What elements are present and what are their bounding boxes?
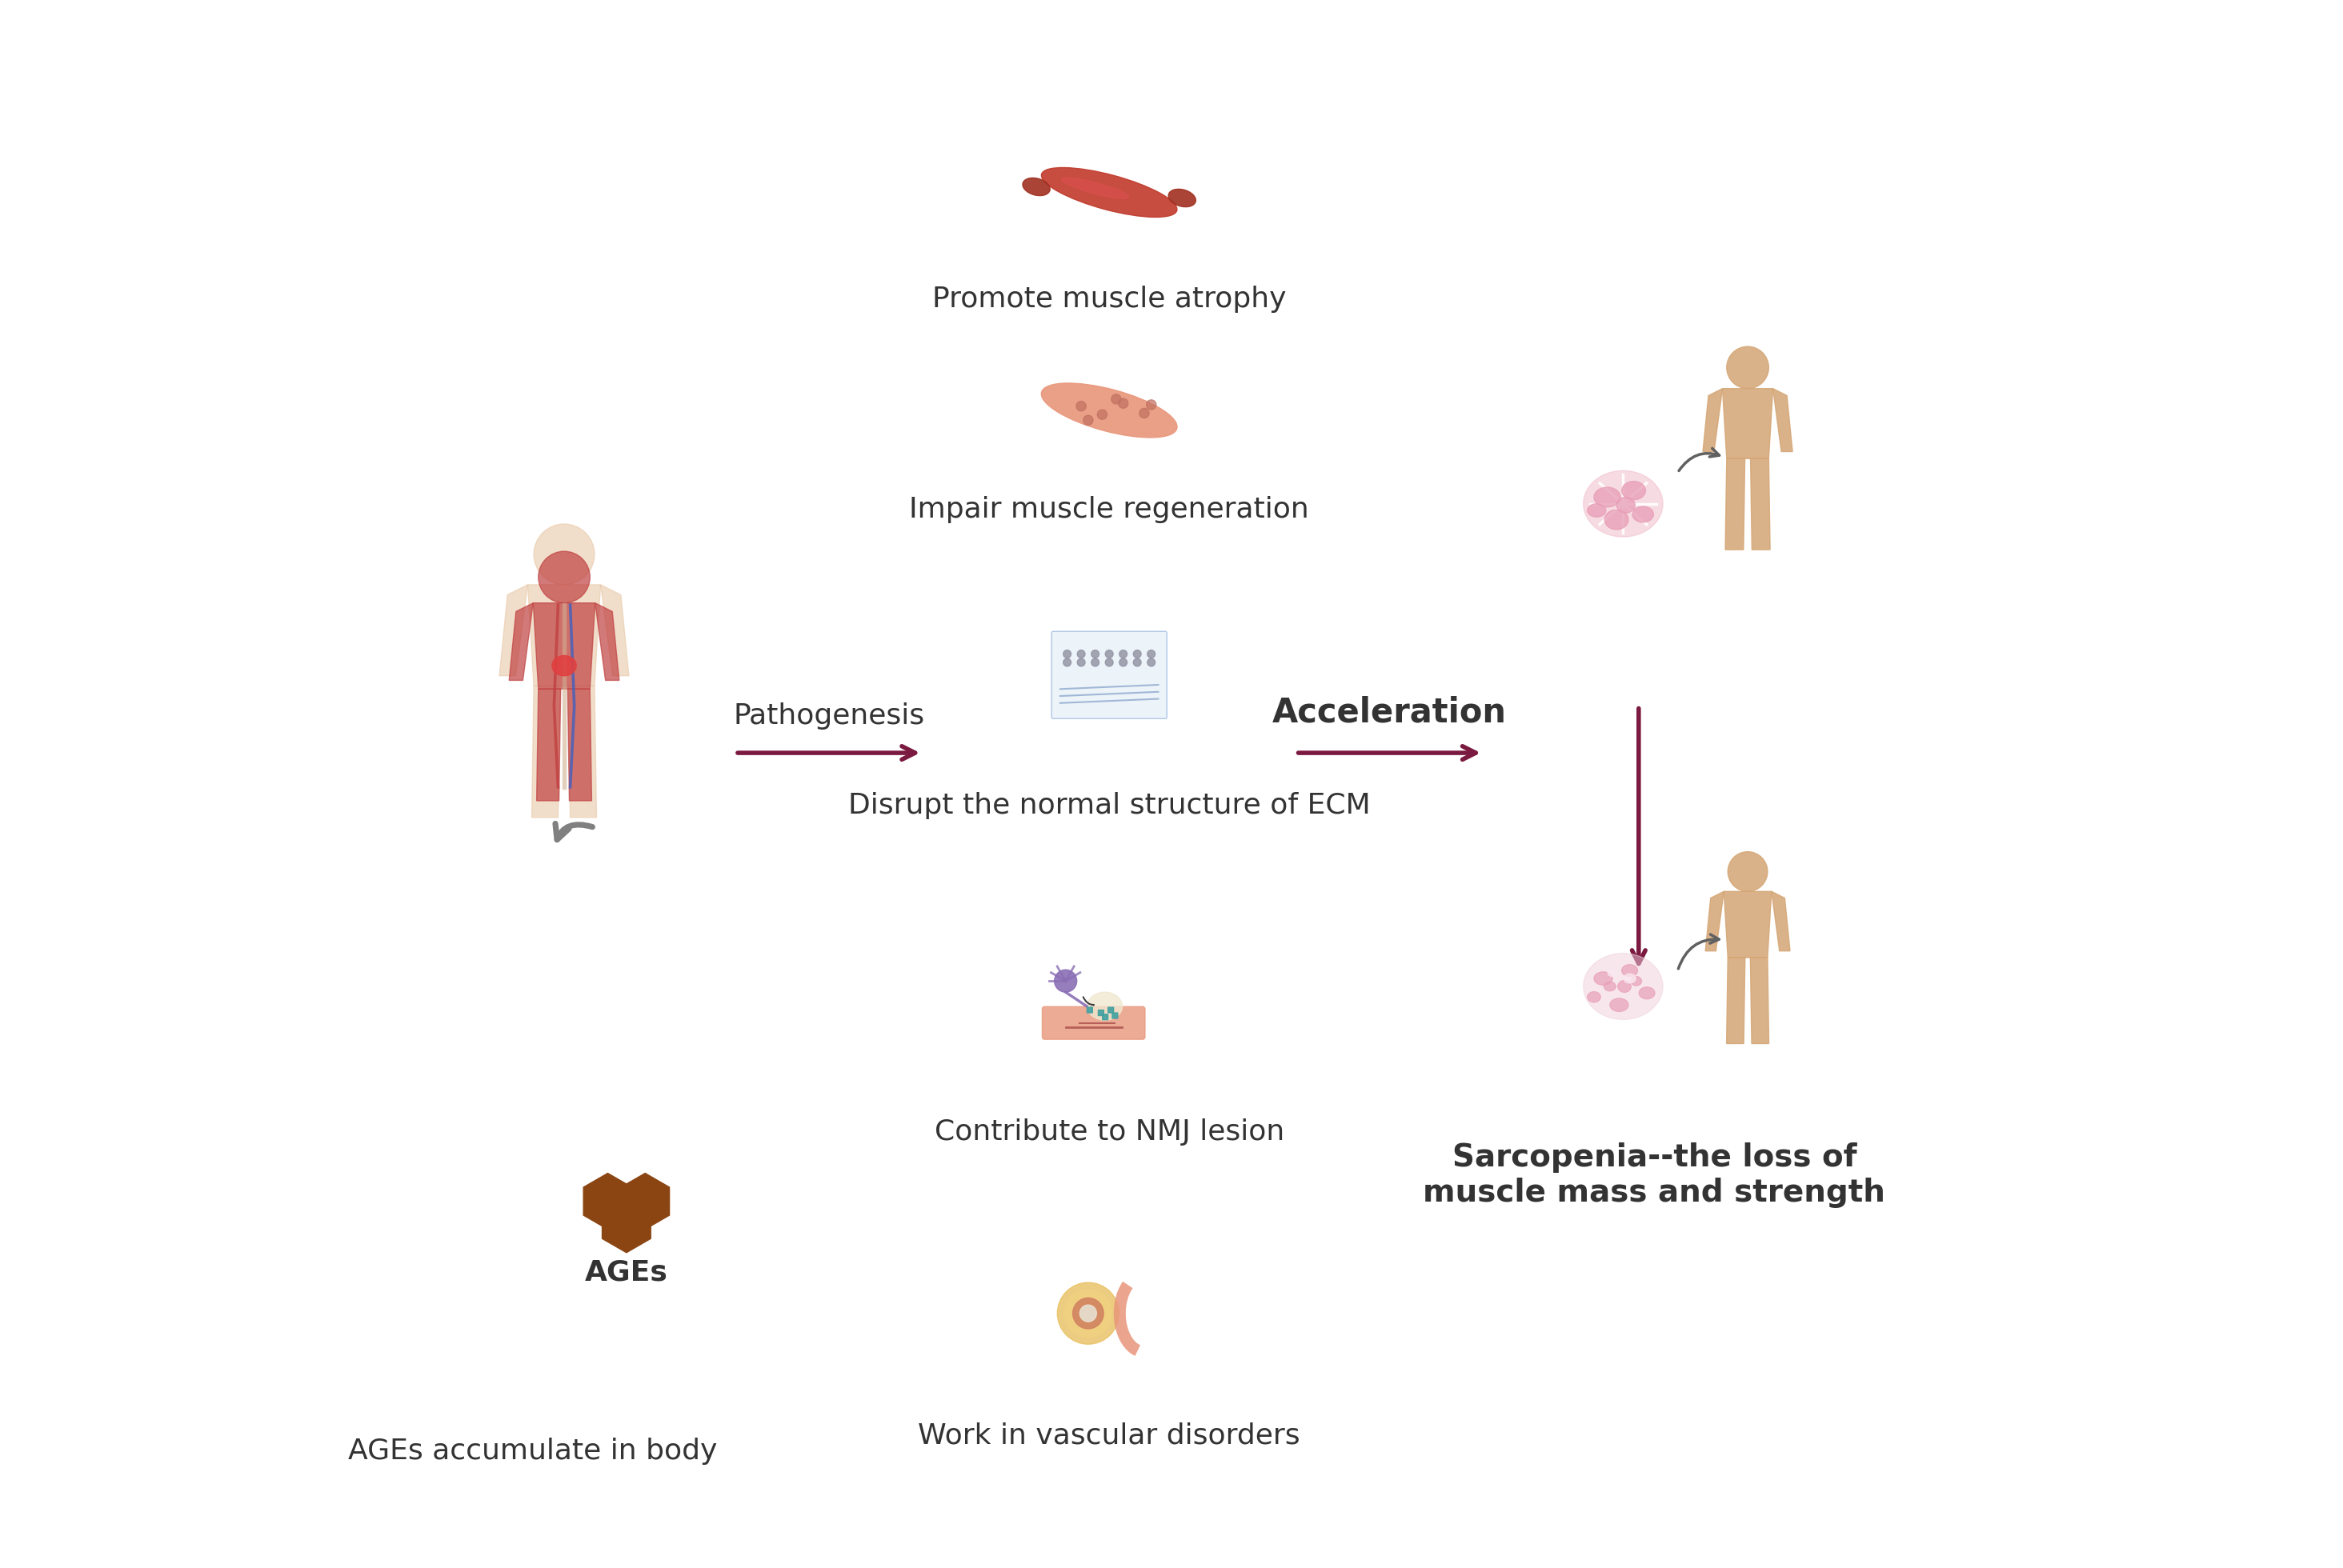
Polygon shape [569, 685, 597, 817]
Polygon shape [1706, 892, 1724, 950]
Text: Promote muscle atrophy: Promote muscle atrophy [933, 285, 1286, 314]
Text: Impair muscle regeneration: Impair muscle regeneration [909, 495, 1310, 524]
Polygon shape [621, 1173, 670, 1229]
Ellipse shape [553, 655, 576, 676]
Ellipse shape [1617, 497, 1635, 513]
Ellipse shape [1617, 980, 1631, 993]
FancyArrowPatch shape [1082, 997, 1094, 1005]
Ellipse shape [1584, 470, 1664, 536]
Circle shape [1078, 659, 1085, 666]
Polygon shape [595, 604, 619, 681]
Polygon shape [534, 604, 595, 688]
Polygon shape [537, 688, 560, 801]
Circle shape [1064, 659, 1071, 666]
FancyBboxPatch shape [1104, 1014, 1108, 1019]
Circle shape [1106, 659, 1113, 666]
Circle shape [1064, 1289, 1113, 1338]
Circle shape [1064, 651, 1071, 659]
Circle shape [1111, 394, 1120, 405]
FancyArrowPatch shape [555, 823, 593, 840]
Polygon shape [1750, 458, 1769, 550]
Ellipse shape [1610, 999, 1628, 1011]
Ellipse shape [1584, 953, 1664, 1019]
FancyBboxPatch shape [1099, 1010, 1104, 1016]
Text: Contribute to NMJ lesion: Contribute to NMJ lesion [935, 1118, 1284, 1146]
FancyBboxPatch shape [1108, 1007, 1113, 1013]
Ellipse shape [1593, 488, 1621, 506]
Ellipse shape [1087, 993, 1122, 1021]
Polygon shape [508, 604, 534, 681]
Circle shape [534, 524, 595, 585]
Polygon shape [602, 1196, 651, 1253]
FancyArrowPatch shape [1680, 448, 1720, 470]
Circle shape [1134, 651, 1141, 659]
Ellipse shape [1040, 168, 1176, 218]
Text: AGEs: AGEs [586, 1259, 668, 1286]
FancyBboxPatch shape [1052, 632, 1167, 718]
Circle shape [1106, 651, 1113, 659]
Circle shape [1097, 409, 1108, 420]
Ellipse shape [1169, 190, 1195, 207]
Ellipse shape [1633, 506, 1654, 522]
Polygon shape [1771, 892, 1790, 950]
Circle shape [1139, 408, 1148, 419]
Ellipse shape [1621, 481, 1645, 500]
Ellipse shape [1607, 971, 1617, 977]
Circle shape [1082, 416, 1094, 425]
Circle shape [1092, 659, 1099, 666]
Circle shape [1057, 1283, 1120, 1344]
Polygon shape [567, 688, 593, 801]
Polygon shape [1724, 458, 1746, 550]
Ellipse shape [1640, 988, 1654, 999]
Text: Disrupt the normal structure of ECM: Disrupt the normal structure of ECM [848, 792, 1371, 818]
Text: AGEs accumulate in body: AGEs accumulate in body [349, 1438, 717, 1465]
Circle shape [1078, 651, 1085, 659]
Polygon shape [527, 585, 600, 685]
Polygon shape [1724, 892, 1771, 958]
Polygon shape [583, 1173, 633, 1229]
Text: Acceleration: Acceleration [1272, 696, 1507, 729]
Text: Work in vascular disorders: Work in vascular disorders [918, 1422, 1300, 1449]
Circle shape [1118, 398, 1127, 408]
Ellipse shape [1605, 982, 1617, 991]
Text: Sarcopenia--the loss of
muscle mass and strength: Sarcopenia--the loss of muscle mass and … [1422, 1142, 1886, 1207]
FancyBboxPatch shape [1043, 1007, 1146, 1040]
Ellipse shape [1586, 503, 1605, 517]
Ellipse shape [1624, 974, 1635, 983]
Polygon shape [1722, 389, 1774, 458]
FancyBboxPatch shape [1113, 1013, 1118, 1018]
Circle shape [1134, 659, 1141, 666]
Circle shape [1727, 851, 1767, 892]
Circle shape [1054, 969, 1078, 993]
Polygon shape [600, 585, 628, 676]
Circle shape [1727, 347, 1769, 389]
FancyArrowPatch shape [1678, 935, 1720, 969]
Circle shape [1075, 401, 1087, 411]
Circle shape [1080, 1305, 1097, 1322]
Ellipse shape [1631, 977, 1642, 986]
Ellipse shape [1040, 383, 1176, 437]
Ellipse shape [1022, 177, 1050, 196]
Polygon shape [532, 685, 560, 817]
Circle shape [1148, 651, 1155, 659]
Circle shape [1092, 651, 1099, 659]
Circle shape [1120, 659, 1127, 666]
Circle shape [1073, 1298, 1104, 1328]
Polygon shape [499, 585, 527, 676]
FancyBboxPatch shape [1087, 1007, 1092, 1013]
Circle shape [1120, 651, 1127, 659]
Polygon shape [1774, 389, 1792, 452]
Ellipse shape [1061, 177, 1129, 199]
Circle shape [1146, 400, 1155, 409]
Ellipse shape [1586, 991, 1600, 1002]
Circle shape [1148, 659, 1155, 666]
Text: Pathogenesis: Pathogenesis [733, 702, 925, 729]
Polygon shape [1703, 389, 1722, 452]
Ellipse shape [1605, 510, 1628, 530]
Ellipse shape [1593, 972, 1612, 985]
Polygon shape [1750, 958, 1769, 1044]
Polygon shape [1727, 958, 1746, 1044]
Circle shape [539, 552, 590, 604]
Ellipse shape [1621, 964, 1638, 977]
